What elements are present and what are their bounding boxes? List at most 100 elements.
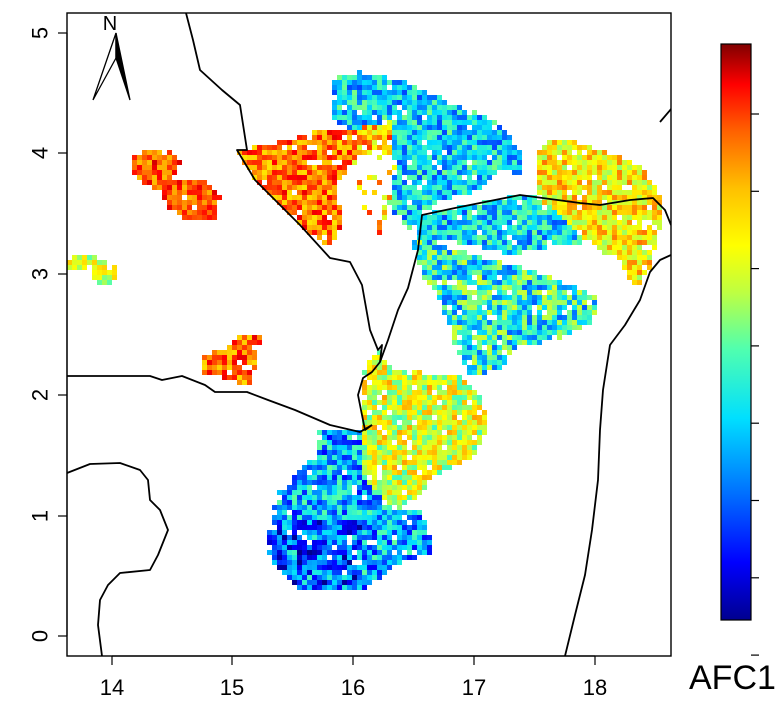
raster-cell bbox=[402, 155, 407, 160]
raster-cell bbox=[467, 140, 472, 145]
raster-cell bbox=[417, 110, 422, 115]
raster-cell bbox=[617, 250, 622, 255]
raster-cell bbox=[282, 500, 287, 505]
raster-cell bbox=[642, 200, 647, 205]
raster-cell bbox=[412, 410, 417, 415]
raster-cell bbox=[527, 290, 532, 295]
raster-cell bbox=[477, 240, 482, 245]
raster-cell bbox=[602, 160, 607, 165]
raster-cell bbox=[302, 525, 307, 530]
raster-cell bbox=[202, 190, 207, 195]
raster-cell bbox=[407, 375, 412, 380]
raster-cell bbox=[337, 170, 342, 175]
raster-cell bbox=[357, 120, 362, 125]
raster-cell bbox=[362, 500, 367, 505]
raster-cell bbox=[402, 210, 407, 215]
raster-cell bbox=[492, 140, 497, 145]
raster-cell bbox=[267, 170, 272, 175]
raster-cell bbox=[517, 160, 522, 165]
raster-cell bbox=[457, 375, 462, 380]
raster-cell bbox=[472, 425, 477, 430]
raster-cell bbox=[272, 165, 277, 170]
raster-cell bbox=[452, 440, 457, 445]
raster-cell bbox=[362, 465, 367, 470]
raster-cell bbox=[112, 275, 117, 280]
raster-cell bbox=[417, 115, 422, 120]
raster-cell bbox=[397, 395, 402, 400]
raster-cell bbox=[402, 495, 407, 500]
raster-cell bbox=[397, 445, 402, 450]
raster-cell bbox=[342, 100, 347, 105]
raster-cell bbox=[312, 520, 317, 525]
raster-cell bbox=[202, 180, 207, 185]
raster-cell bbox=[142, 150, 147, 155]
raster-cell bbox=[332, 150, 337, 155]
raster-cell bbox=[407, 405, 412, 410]
raster-cell bbox=[492, 155, 497, 160]
raster-cell bbox=[387, 520, 392, 525]
raster-cell bbox=[527, 280, 532, 285]
raster-cell bbox=[332, 210, 337, 215]
raster-cell bbox=[72, 255, 77, 260]
raster-cell bbox=[517, 310, 522, 315]
raster-cell bbox=[457, 190, 462, 195]
raster-cell bbox=[367, 430, 372, 435]
x-tick-label: 14 bbox=[100, 675, 124, 700]
raster-cell bbox=[402, 145, 407, 150]
raster-cell bbox=[487, 145, 492, 150]
raster-cell bbox=[452, 435, 457, 440]
raster-cell bbox=[467, 455, 472, 460]
raster-cell bbox=[592, 165, 597, 170]
raster-cell bbox=[377, 105, 382, 110]
raster-cell bbox=[227, 350, 232, 355]
raster-cell bbox=[462, 380, 467, 385]
raster-cell bbox=[542, 215, 547, 220]
raster-cell bbox=[397, 380, 402, 385]
raster-cell bbox=[372, 555, 377, 560]
raster-cell bbox=[612, 155, 617, 160]
raster-cell bbox=[447, 115, 452, 120]
raster-cell bbox=[402, 420, 407, 425]
raster-cell bbox=[542, 240, 547, 245]
raster-cell bbox=[307, 575, 312, 580]
raster-cell bbox=[402, 415, 407, 420]
raster-cell bbox=[352, 120, 357, 125]
raster-cell bbox=[107, 270, 112, 275]
raster-cell bbox=[517, 290, 522, 295]
raster-cell bbox=[517, 340, 522, 345]
raster-cell bbox=[377, 520, 382, 525]
raster-cell bbox=[282, 540, 287, 545]
raster-cell bbox=[512, 345, 517, 350]
raster-cell bbox=[302, 585, 307, 590]
raster-cell bbox=[372, 535, 377, 540]
x-axis: 14 15 16 17 18 bbox=[100, 655, 607, 700]
raster-cell bbox=[397, 480, 402, 485]
raster-cell bbox=[332, 520, 337, 525]
raster-cell bbox=[317, 525, 322, 530]
raster-cell bbox=[532, 335, 537, 340]
raster-cell bbox=[502, 340, 507, 345]
raster-cell bbox=[342, 75, 347, 80]
raster-cell bbox=[297, 220, 302, 225]
raster-cell bbox=[417, 420, 422, 425]
raster-cell bbox=[402, 185, 407, 190]
raster-cell bbox=[607, 155, 612, 160]
raster-cell bbox=[437, 215, 442, 220]
raster-cell bbox=[307, 520, 312, 525]
raster-cell bbox=[532, 340, 537, 345]
raster-cell bbox=[362, 100, 367, 105]
raster-cell bbox=[292, 140, 297, 145]
raster-cell bbox=[552, 290, 557, 295]
raster-cell bbox=[432, 380, 437, 385]
raster-cell bbox=[407, 545, 412, 550]
raster-cell bbox=[607, 165, 612, 170]
raster-cell bbox=[347, 585, 352, 590]
raster-cell bbox=[332, 515, 337, 520]
raster-cell bbox=[472, 260, 477, 265]
raster-cell bbox=[472, 255, 477, 260]
raster-cell bbox=[622, 240, 627, 245]
raster-cell bbox=[397, 95, 402, 100]
raster-cell bbox=[567, 300, 572, 305]
raster-cell bbox=[372, 415, 377, 420]
raster-cell bbox=[297, 135, 302, 140]
